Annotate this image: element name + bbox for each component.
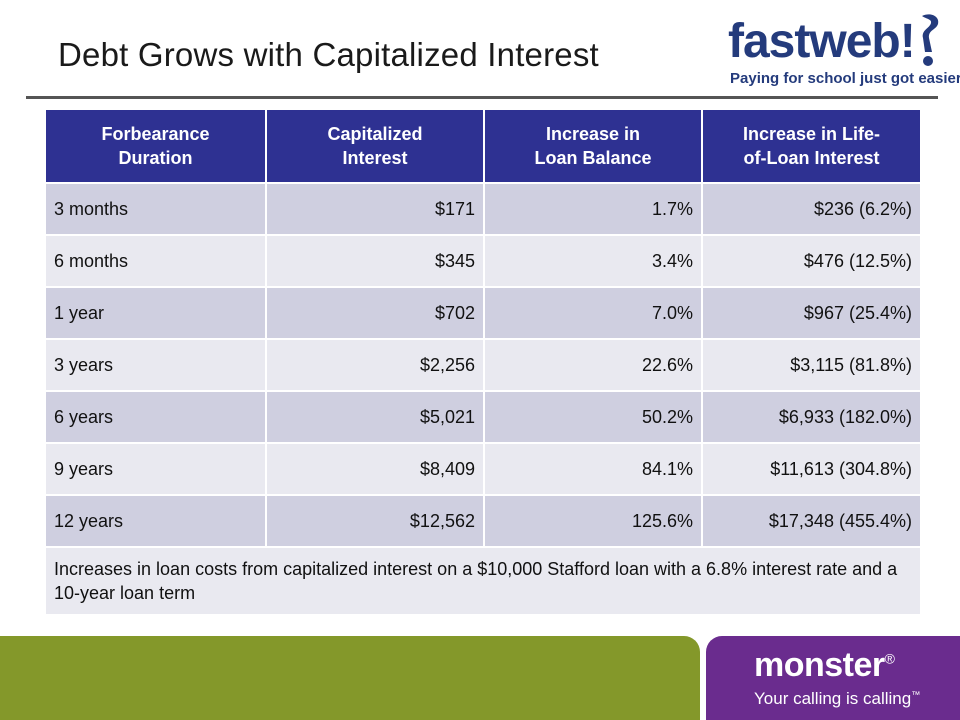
table-row: 3 months $171 1.7% $236 (6.2%) (46, 182, 920, 235)
table-row: 6 months $345 3.4% $476 (12.5%) (46, 234, 920, 287)
monster-logo-mark: ® (884, 650, 895, 667)
table-cell-interest-increase: $17,348 (455.4%) (702, 494, 920, 547)
table-cell-interest-increase: $476 (12.5%) (702, 234, 920, 287)
table-cell-balance-increase: 22.6% (484, 338, 703, 391)
header-increase-life-of-loan-interest: Increase in Life-of-Loan Interest (702, 110, 920, 183)
table-cell-balance-increase: 1.7% (484, 182, 703, 235)
table-row: 3 years $2,256 22.6% $3,115 (81.8%) (46, 338, 920, 391)
monster-logo-word: monster (754, 646, 885, 684)
table-cell-capitalized-interest: $2,256 (266, 338, 485, 391)
slide-title: Debt Grows with Capitalized Interest (58, 36, 599, 73)
table-cell-interest-increase: $967 (25.4%) (702, 286, 920, 339)
monster-tagline-tm: ™ (911, 689, 921, 700)
fastweb-logo: fastweb! Paying for school just got easi… (728, 10, 960, 90)
table-cell-duration: 1 year (46, 286, 267, 339)
monster-logo: monster® (754, 646, 895, 685)
table-row: 6 years $5,021 50.2% $6,933 (182.0%) (46, 390, 920, 443)
table-row: 9 years $8,409 84.1% $11,613 (304.8%) (46, 442, 920, 495)
table-cell-balance-increase: 3.4% (484, 234, 703, 287)
table-cell-duration: 3 years (46, 338, 267, 391)
table-footnote-row: Increases in loan costs from capitalized… (46, 546, 920, 614)
fastweb-mascot-icon (922, 14, 939, 66)
table-header-row: Forbearance Duration Capitalized Interest … (46, 110, 920, 183)
fastweb-tagline: Paying for school just got easier (730, 70, 960, 87)
table-cell-interest-increase: $6,933 (182.0%) (702, 390, 920, 443)
monster-tagline: Your calling is calling™ (754, 689, 920, 709)
table-cell-capitalized-interest: $8,409 (266, 442, 485, 495)
table-row: 1 year $702 7.0% $967 (25.4%) (46, 286, 920, 339)
fastweb-logo-word: fastweb (728, 15, 901, 68)
table-cell-duration: 6 years (46, 390, 267, 443)
monster-tagline-text: Your calling is calling (754, 689, 912, 708)
table-cell-capitalized-interest: $12,562 (266, 494, 485, 547)
table-cell-capitalized-interest: $171 (266, 182, 485, 235)
footer-purple-band (706, 636, 960, 720)
header-capitalized-interest: Capitalized Interest (266, 110, 485, 183)
footer-green-band (0, 636, 700, 720)
table-cell-balance-increase: 84.1% (484, 442, 703, 495)
title-divider (26, 96, 938, 99)
forbearance-interest-table: Forbearance Duration Capitalized Interest … (46, 110, 920, 614)
header-increase-loan-balance: Increase in Loan Balance (484, 110, 703, 183)
table-cell-interest-increase: $3,115 (81.8%) (702, 338, 920, 391)
table-cell-balance-increase: 50.2% (484, 390, 703, 443)
table-row: 12 years $12,562 125.6% $17,348 (455.4%) (46, 494, 920, 547)
table-cell-capitalized-interest: $345 (266, 234, 485, 287)
table-cell-duration: 12 years (46, 494, 267, 547)
table-cell-balance-increase: 125.6% (484, 494, 703, 547)
table-cell-interest-increase: $236 (6.2%) (702, 182, 920, 235)
table-cell-capitalized-interest: $702 (266, 286, 485, 339)
fastweb-logo-mark: ! (899, 15, 916, 68)
table-footnote: Increases in loan costs from capitalized… (46, 546, 920, 614)
table-cell-balance-increase: 7.0% (484, 286, 703, 339)
header-forbearance-duration: Forbearance Duration (46, 110, 267, 183)
table-cell-duration: 3 months (46, 182, 267, 235)
table-cell-interest-increase: $11,613 (304.8%) (702, 442, 920, 495)
table-cell-capitalized-interest: $5,021 (266, 390, 485, 443)
table-cell-duration: 9 years (46, 442, 267, 495)
table-cell-duration: 6 months (46, 234, 267, 287)
